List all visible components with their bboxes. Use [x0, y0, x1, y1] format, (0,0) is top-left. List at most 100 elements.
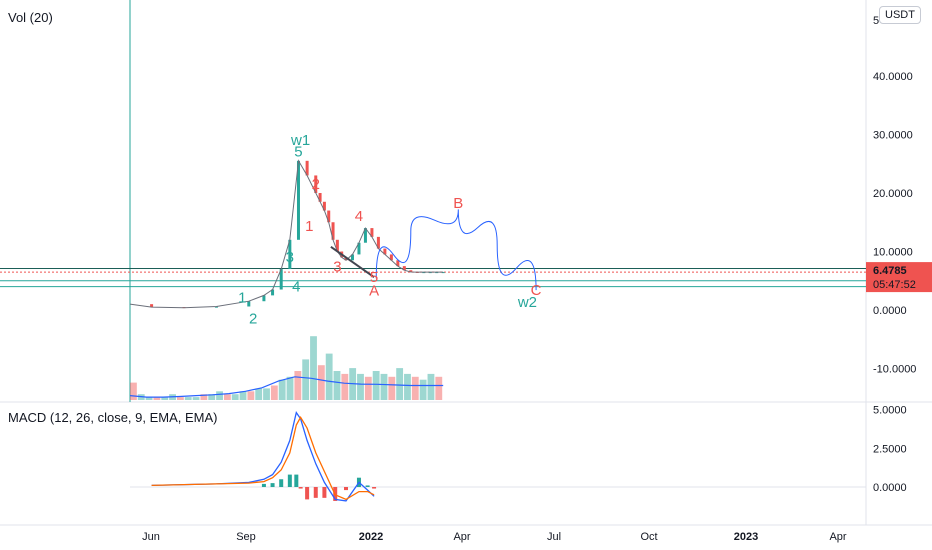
time-axis-tick-label: Oct [640, 531, 657, 543]
price-candle [271, 289, 275, 296]
price-candle [331, 222, 335, 240]
projection-curve [375, 209, 537, 291]
volume-bar [270, 385, 278, 400]
price-candle [428, 272, 432, 274]
price-badge-bg [866, 262, 932, 293]
volume-indicator-label[interactable]: Vol (20) [8, 10, 53, 25]
volume-bar [294, 371, 302, 400]
macd-histogram-bar [294, 474, 299, 487]
price-candle [262, 295, 266, 302]
price-axis-tick-label: 30.0000 [873, 130, 913, 142]
price-axis-tick-label: -10.0000 [873, 364, 916, 376]
volume-bar [325, 353, 333, 400]
macd-line [151, 411, 375, 502]
price-candle [357, 242, 361, 255]
volume-bar [216, 391, 223, 400]
price-axis-tick-label: 40.0000 [873, 71, 913, 83]
macd-histogram-bar [305, 487, 310, 500]
wave-label: 5 [370, 269, 378, 286]
wave-label: 2 [249, 310, 257, 327]
macd-axis-tick-label: 0.0000 [873, 482, 907, 494]
wave-label: 5 [294, 144, 302, 161]
price-candle [322, 201, 326, 211]
macd-indicator-label[interactable]: MACD (12, 26, close, 9, EMA, EMA) [8, 410, 218, 425]
volume-bar [380, 373, 388, 400]
wave-label: 2 [312, 176, 320, 193]
price-axis-tick-label: 10.0000 [873, 247, 913, 259]
volume-bar [419, 379, 427, 400]
volume-bar [364, 376, 372, 400]
time-axis-tick-label: 2023 [734, 531, 758, 543]
trendline [330, 246, 375, 279]
volume-bar [286, 376, 294, 400]
macd-histogram-bar [261, 483, 266, 487]
volume-bar [161, 397, 169, 400]
price-candle [327, 210, 331, 223]
price-candle [376, 236, 380, 249]
volume-bar [302, 359, 310, 400]
price-candle [214, 306, 218, 308]
volume-bar [357, 373, 364, 400]
price-candle [441, 272, 445, 274]
wave-label: 3 [286, 249, 294, 266]
price-candle [402, 266, 406, 271]
wave-label: C [531, 282, 542, 299]
wave-label: 4 [292, 278, 300, 295]
price-candle [247, 301, 251, 307]
volume-bar [388, 376, 396, 400]
macd-histogram-bar [279, 479, 284, 487]
price-candle [296, 160, 300, 240]
price-candle [389, 254, 393, 261]
volume-bar [247, 391, 255, 400]
volume-bar [396, 368, 404, 400]
price-candle [305, 160, 309, 176]
wave-label: 3 [333, 258, 341, 275]
macd-histogram-bar [298, 487, 303, 489]
price-line [129, 159, 444, 309]
wave-label: w2 [517, 294, 537, 311]
volume-bar [200, 394, 208, 400]
time-axis-tick-label: Sep [236, 531, 256, 543]
price-candle [409, 270, 413, 272]
volume-bar [231, 394, 239, 400]
wave-label: 1 [238, 289, 246, 306]
macd-histogram-bar [372, 487, 377, 489]
volume-bar [255, 388, 263, 400]
volume-bar [372, 371, 380, 400]
price-candle [396, 260, 400, 267]
price-candle [435, 272, 439, 274]
price-candle [279, 269, 283, 290]
macd-histogram-bar [313, 487, 318, 498]
currency-selector[interactable]: USDT [879, 6, 921, 24]
macd-histogram-bar [365, 485, 370, 487]
volume-ma-line [129, 376, 444, 398]
volume-bar [153, 397, 161, 400]
macd-axis-tick-label: 5.0000 [873, 405, 907, 417]
volume-bar [145, 397, 153, 400]
price-badge-countdown: 05:47:52 [873, 279, 916, 291]
wave-label: 4 [355, 208, 363, 225]
time-axis-tick-label: Apr [453, 531, 470, 543]
volume-bar [184, 397, 192, 400]
volume-bar [176, 397, 184, 400]
macd-histogram-bar [287, 474, 292, 487]
volume-bar [411, 376, 419, 400]
wave-label: w1 [290, 132, 310, 149]
volume-bar [317, 365, 325, 400]
wave-label: A [369, 282, 379, 299]
price-candle [335, 239, 339, 252]
price-badge-value: 6.4785 [873, 265, 907, 277]
price-candle [318, 193, 322, 202]
macd-histogram-bar [322, 487, 327, 498]
price-candle [344, 257, 348, 261]
price-candle [422, 272, 426, 274]
volume-bar [333, 371, 341, 400]
price-axis-tick-label: 0.0000 [873, 305, 907, 317]
wave-label: 1 [305, 218, 313, 235]
volume-bar [435, 376, 443, 400]
macd-axis-tick-label: 2.5000 [873, 443, 907, 455]
volume-bar [427, 373, 435, 400]
volume-bar [278, 379, 286, 400]
signal-line [151, 416, 375, 501]
